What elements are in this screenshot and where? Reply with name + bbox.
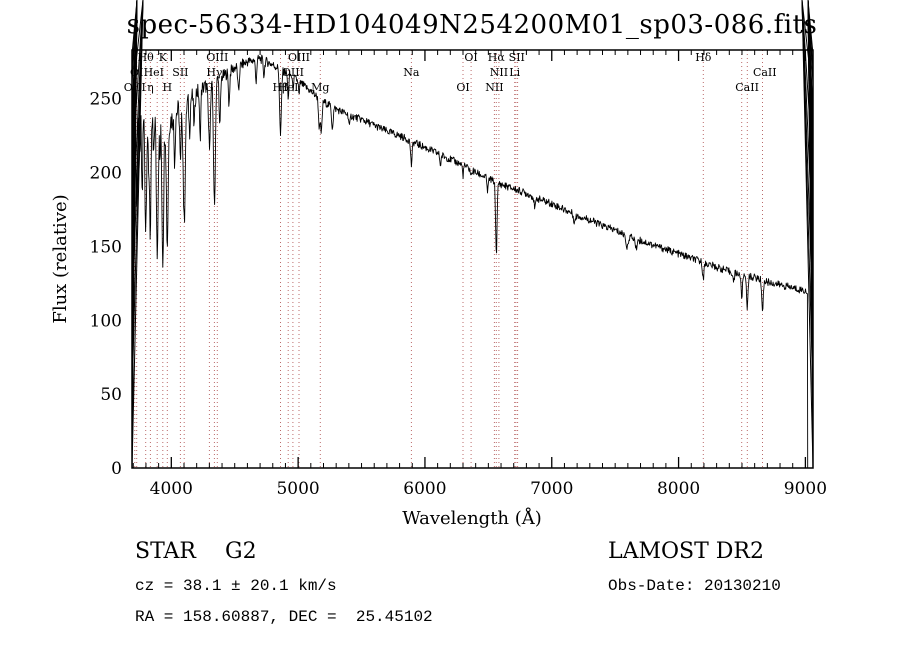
- axis-tick: [131, 0, 144, 247]
- spectral-line-label: Hδ: [695, 51, 712, 64]
- spectral-line-label: Hβ: [273, 81, 289, 94]
- spectral-line-label: CaII: [735, 81, 759, 94]
- spectral-marker-lines: [134, 50, 763, 468]
- y-tick-label: 150: [90, 237, 122, 257]
- obs-date-line: Obs-Date: 20130210: [608, 577, 781, 595]
- axis-tick: [131, 0, 138, 55]
- spectral-line-label: G: [205, 81, 214, 94]
- spectral-line-label: η: [147, 81, 154, 94]
- axis-tick: [131, 0, 144, 321]
- y-tick-label: 50: [100, 385, 122, 405]
- axis-tick: [801, 0, 814, 173]
- x-tick-label: 9000: [784, 479, 827, 499]
- y-tick-label: 250: [90, 90, 122, 110]
- y-tick-label: 100: [90, 311, 122, 331]
- spectral-line-label: OI: [130, 66, 143, 79]
- spectral-line-label: Na: [403, 66, 420, 79]
- spectral-line-label: Hθ: [138, 51, 155, 64]
- axis-tick: [131, 0, 144, 99]
- axis-tick: [801, 0, 814, 321]
- spectral-line-label: H: [163, 81, 173, 94]
- spectral-line-label: OIII: [124, 81, 146, 94]
- spectral-line-label: SII: [509, 51, 525, 64]
- ra-dec-line: RA = 158.60887, DEC = 25.45102: [135, 608, 433, 626]
- spectral-line-label: OI: [456, 81, 469, 94]
- axis-tick: [801, 0, 814, 99]
- spectral-line-label: OIII: [282, 66, 304, 79]
- y-tick-label: 200: [90, 164, 122, 184]
- spectrum-trace-layer: [132, 54, 809, 469]
- spectral-line-label: OIII: [206, 51, 228, 64]
- x-axis-label: Wavelength (Å): [402, 507, 542, 529]
- subclass-label: G2: [225, 539, 257, 564]
- axis-tick: [131, 0, 144, 173]
- survey-release-label: LAMOST DR2: [608, 539, 764, 564]
- plot-frame: [131, 49, 814, 469]
- spectral-line-label: Hγ: [206, 66, 223, 79]
- axis-tick: [801, 0, 814, 247]
- spectral-line-label-layer: OIIIOIHθηHeIKHSIIGHγOIIIHβHeIOIIIOIIIMgN…: [124, 51, 777, 94]
- spectral-line-label: Mg: [311, 81, 329, 94]
- spectral-line-label: CaII: [753, 66, 777, 79]
- axis-tick: [807, 0, 814, 55]
- spectral-line-label: OI: [464, 51, 477, 64]
- axes-frame-layer: [131, 0, 814, 469]
- spectral-line-label: K: [159, 51, 168, 64]
- x-tick-label: 5000: [276, 479, 319, 499]
- spectral-line-label: SII: [172, 66, 188, 79]
- spectral-line-label: Hα: [488, 51, 506, 64]
- plot-title: spec-56334-HD104049N254200M01_sp03-086.f…: [127, 10, 818, 40]
- y-axis-label: Flux (relative): [50, 194, 71, 323]
- x-tick-label: 4000: [150, 479, 193, 499]
- spectral-line-label: Li: [509, 66, 520, 79]
- x-tick-label: 7000: [530, 479, 573, 499]
- spectral-line-label: NII: [485, 81, 503, 94]
- spectrum-trace: [132, 54, 809, 469]
- spectral-line-label: HeI: [278, 81, 298, 94]
- object-type-label: STAR: [135, 539, 197, 564]
- tick-label-layer: 4000 5000 6000 7000 8000 9000 0 50 100 150 200 250: [90, 90, 827, 499]
- x-tick-label: 6000: [403, 479, 446, 499]
- cz-value-line: cz = 38.1 ± 20.1 km/s: [135, 577, 337, 595]
- x-tick-label: 8000: [657, 479, 700, 499]
- spectral-line-label: NII: [490, 66, 508, 79]
- spectral-line-label: HeI: [144, 66, 164, 79]
- spectral-line-label: OIII: [288, 51, 310, 64]
- y-tick-label: 0: [111, 459, 122, 479]
